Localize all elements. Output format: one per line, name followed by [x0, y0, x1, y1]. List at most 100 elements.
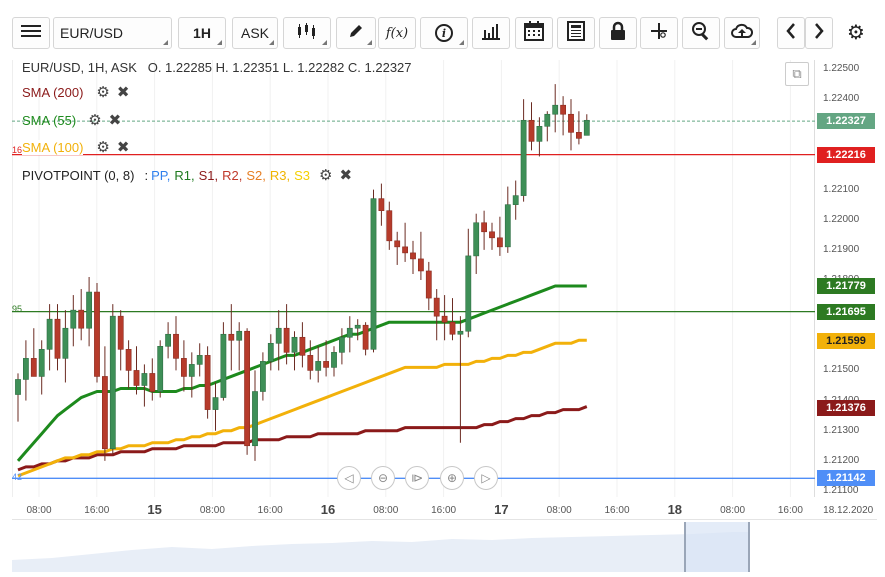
dropdown-corner-icon [367, 40, 372, 45]
candle-bull [46, 318, 53, 350]
expand-icon: ⧉ [792, 66, 802, 81]
candle-bear [125, 349, 132, 371]
nav-next-button[interactable] [805, 17, 833, 49]
sma100-label: SMA (100) [22, 139, 84, 155]
time-day-label: 18 [667, 502, 683, 517]
nav-prev-button[interactable] [777, 17, 805, 49]
candle-bear [528, 119, 535, 142]
candle-bear [117, 315, 124, 350]
lock-button[interactable] [599, 17, 637, 49]
candle-bear [402, 246, 408, 254]
dropdown-corner-icon [751, 40, 756, 45]
volume-button[interactable] [472, 17, 510, 49]
time-tick-label: 08:00 [199, 505, 225, 516]
pivot-level-label: PP, [151, 167, 171, 183]
candle-bear [299, 336, 306, 356]
candle-bear [173, 333, 179, 359]
calendar-button[interactable] [515, 17, 553, 49]
time-tick-label: 18.12.2020 [823, 505, 874, 516]
pivot-colon: : [144, 167, 149, 183]
gear-icon[interactable]: ⚙ [96, 84, 110, 101]
candle-bull [504, 204, 511, 248]
dropdown-corner-icon [163, 40, 168, 45]
close-icon[interactable]: ✖ [116, 84, 130, 101]
candle-bull [165, 333, 171, 347]
gear-icon[interactable]: ⚙ [319, 167, 333, 184]
navigator-strip[interactable] [12, 519, 877, 572]
pivot-row[interactable]: PIVOTPOINT (0, 8) : PP, R1, S1, R2, S2, R3, S3… [22, 166, 352, 184]
sma55-row[interactable]: SMA (55) ⚙ ✖ [22, 111, 121, 129]
candle-bear [386, 210, 393, 242]
time-day-label: 17 [494, 502, 509, 517]
ohlc-row: EUR/USD, 1H, ASK O. 1.22285 H. 1.22351 L… [22, 58, 412, 76]
draw-tool-button[interactable] [336, 17, 376, 49]
green-level-edge-label: 95 [12, 304, 23, 314]
price-tick-label: 1.22500 [823, 63, 860, 75]
price-tag: 1.21599 [817, 332, 875, 349]
candle-bull [236, 330, 243, 341]
calculator-button[interactable] [557, 17, 595, 49]
zoom-out-icon: ⊖ [377, 471, 389, 485]
time-tick-label: 08:00 [373, 505, 399, 516]
navigator-left-handle[interactable] [684, 522, 686, 572]
sma200-row[interactable]: SMA (200) ⚙ ✖ [22, 83, 129, 101]
crosshair-button[interactable] [640, 17, 678, 49]
navigator-right-handle[interactable] [748, 522, 750, 572]
menu-button[interactable] [12, 17, 50, 49]
expand-chart-button[interactable]: ⧉ [785, 62, 809, 86]
info-button[interactable]: i [420, 17, 468, 49]
zoom-in-button[interactable]: ⊕ [440, 466, 464, 490]
cloud-save-button[interactable] [724, 17, 760, 49]
chart-area[interactable] [12, 60, 815, 497]
cloud-upload-icon [731, 22, 754, 45]
sma100-row[interactable]: SMA (100) ⚙ ✖ [22, 138, 129, 156]
red-level-edge-label: 16 [12, 145, 23, 155]
close-icon[interactable]: ✖ [116, 139, 130, 156]
calculator-icon [567, 20, 585, 46]
timeframe-selector[interactable]: 1H [178, 17, 226, 49]
candle-bear [307, 355, 314, 371]
candle-bear [323, 361, 329, 368]
indicators-button[interactable]: f(x) [378, 17, 416, 49]
scroll-left-button[interactable]: ◁ [337, 466, 361, 490]
candle-bear [149, 373, 156, 392]
menu-icon [21, 23, 41, 44]
price-type-selector[interactable]: ASK [232, 17, 278, 49]
gear-icon[interactable]: ⚙ [88, 112, 102, 129]
candle-bear [425, 270, 432, 299]
toolbar: EUR/USD 1H ASK f(x) i [0, 0, 885, 60]
candle-bull [196, 355, 203, 365]
zoom-button[interactable] [682, 17, 720, 49]
candle-bull [354, 324, 361, 329]
candle-bear [204, 355, 211, 410]
candle-bull [338, 336, 345, 353]
reset-view-button[interactable]: ⧐ [405, 466, 429, 490]
close-icon[interactable]: ✖ [339, 167, 353, 184]
symbol-selector[interactable]: EUR/USD [53, 17, 172, 49]
settings-button[interactable]: ⚙ [839, 17, 873, 49]
candle-bull [275, 327, 282, 344]
candle-bear [133, 370, 140, 386]
candle-bull [62, 327, 69, 359]
time-tick-label: 08:00 [720, 505, 746, 516]
zoom-in-icon: ⊕ [446, 471, 458, 485]
chart-type-button[interactable] [283, 17, 331, 49]
gear-icon[interactable]: ⚙ [96, 139, 110, 156]
price-tick-label: 1.22000 [823, 213, 860, 225]
candle-bull [260, 361, 266, 392]
dropdown-corner-icon [217, 40, 222, 45]
candle-bear [417, 258, 424, 272]
zoom-out-button[interactable]: ⊖ [371, 466, 395, 490]
candle-bear [496, 237, 503, 248]
price-axis[interactable]: 1.225001.224001.222001.221001.220001.219… [815, 60, 877, 497]
close-icon[interactable]: ✖ [108, 112, 122, 129]
scroll-right-button[interactable]: ▷ [474, 466, 498, 490]
price-tag: 1.22327 [817, 113, 875, 130]
candle-bear [575, 132, 582, 139]
navigator-window[interactable] [684, 522, 750, 572]
time-axis[interactable]: 08:00 16:00 15 08:00 16:00 16 08:00 16:00 17 08:0… [12, 497, 877, 519]
timeframe-label: 1H [193, 25, 211, 41]
candle-bear [30, 358, 37, 377]
zoom-icon [691, 21, 711, 46]
reset-view-icon: ⧐ [411, 471, 423, 485]
